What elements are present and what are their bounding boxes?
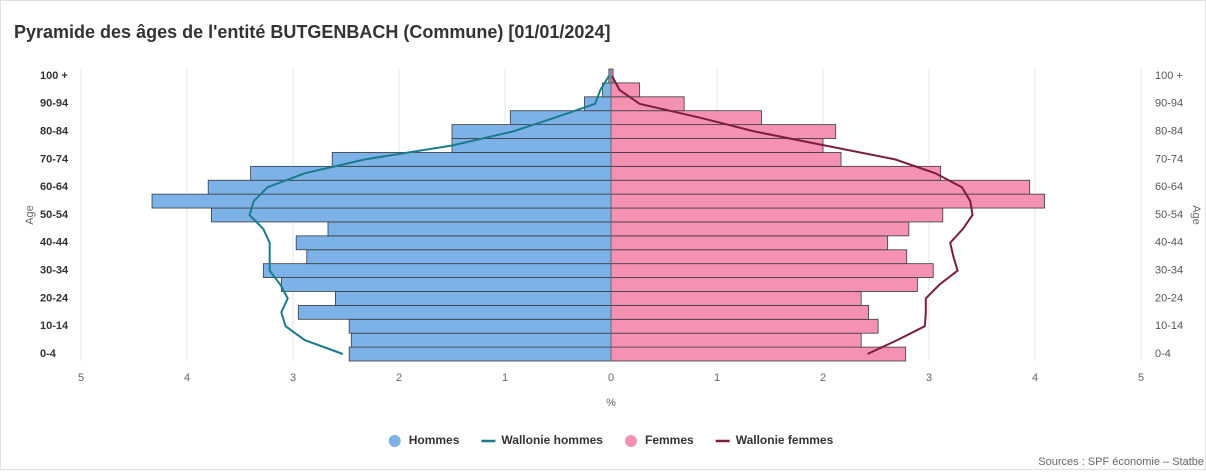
x-tick-label: 1	[714, 372, 720, 384]
bar	[451, 124, 612, 139]
bar	[331, 152, 612, 167]
legend-label: Wallonie femmes	[736, 433, 834, 447]
bar	[350, 332, 612, 348]
x-tick-label: 2	[396, 372, 402, 384]
y-tick-label: 90-94	[40, 98, 69, 110]
line	[248, 75, 610, 355]
x-tick-label: 3	[926, 372, 932, 384]
bar	[334, 291, 612, 306]
bar	[610, 110, 762, 126]
x-tick-label: 4	[184, 372, 190, 384]
y-tick-label: 0-4	[40, 348, 57, 360]
x-tick-label: 2	[820, 372, 826, 384]
bar	[610, 235, 889, 251]
y-tick-label: 50-54	[40, 209, 69, 221]
bar	[210, 207, 612, 223]
bar	[348, 318, 612, 334]
x-tick-label: 1	[502, 372, 508, 384]
y2-tick-label: 60-64	[1155, 181, 1183, 193]
bar	[610, 277, 918, 292]
bar	[610, 207, 944, 223]
bar	[262, 263, 612, 278]
x-tick-label: 0	[608, 372, 614, 384]
x-axis-label: %	[606, 397, 616, 409]
y-tick-label: 80-84	[40, 125, 69, 137]
bar	[610, 179, 1031, 195]
y2-tick-label: 20-24	[1155, 292, 1183, 304]
bar	[509, 110, 612, 126]
bar	[610, 165, 942, 181]
bar	[610, 263, 934, 278]
y-tick-label: 10-14	[40, 320, 69, 332]
y-tick-label: 20-24	[40, 292, 69, 304]
bar	[610, 249, 908, 265]
bar	[610, 291, 862, 306]
legend-label: Hommes	[409, 433, 460, 447]
y2-tick-label: 50-54	[1155, 209, 1183, 221]
y-tick-label: 30-34	[40, 265, 69, 277]
legend-label: Femmes	[645, 433, 694, 447]
y2-tick-label: 100 +	[1155, 70, 1183, 82]
line	[611, 75, 974, 355]
y2-tick-label: 0-4	[1155, 348, 1171, 360]
x-tick-label: 5	[1138, 372, 1144, 384]
bar	[151, 193, 612, 209]
bar	[610, 304, 869, 320]
bar	[610, 221, 910, 237]
y2-tick-label: 90-94	[1155, 98, 1183, 110]
x-tick-label: 3	[290, 372, 296, 384]
legend: Hommes Wallonie hommes Femmes Wallonie femm…	[388, 433, 834, 447]
legend-marker	[624, 435, 637, 447]
y-tick-label: 100 +	[40, 70, 68, 82]
bar	[610, 124, 837, 139]
y2-tick-label: 10-14	[1155, 320, 1183, 332]
chart-title: Pyramide des âges de l'entité BUTGENBACH…	[14, 22, 610, 42]
bar	[610, 193, 1045, 209]
y-axis-label: Age	[24, 205, 36, 225]
bar	[280, 277, 612, 292]
bar	[610, 332, 862, 348]
bar	[297, 304, 612, 320]
bar	[610, 346, 907, 362]
bar	[295, 235, 612, 251]
y2-axis-label: Age	[1190, 205, 1202, 225]
bar	[610, 96, 685, 112]
y-tick-label: 60-64	[40, 181, 69, 193]
bar	[610, 138, 824, 153]
bar	[610, 318, 879, 334]
source: Sources : SPF économie – Statbe	[1038, 456, 1204, 468]
bar	[610, 152, 842, 167]
y2-tick-label: 40-44	[1155, 237, 1183, 249]
y2-tick-label: 30-34	[1155, 265, 1183, 277]
legend-label: Wallonie hommes	[501, 433, 603, 447]
y2-tick-label: 70-74	[1155, 153, 1183, 165]
x-tick-label: 5	[78, 372, 84, 384]
bar	[348, 346, 612, 362]
legend-marker	[388, 435, 401, 447]
y2-tick-label: 80-84	[1155, 125, 1183, 137]
bar	[306, 249, 612, 265]
y-tick-label: 70-74	[40, 153, 69, 165]
x-tick-label: 4	[1032, 372, 1038, 384]
bar	[327, 221, 612, 237]
y-tick-label: 40-44	[40, 237, 69, 249]
